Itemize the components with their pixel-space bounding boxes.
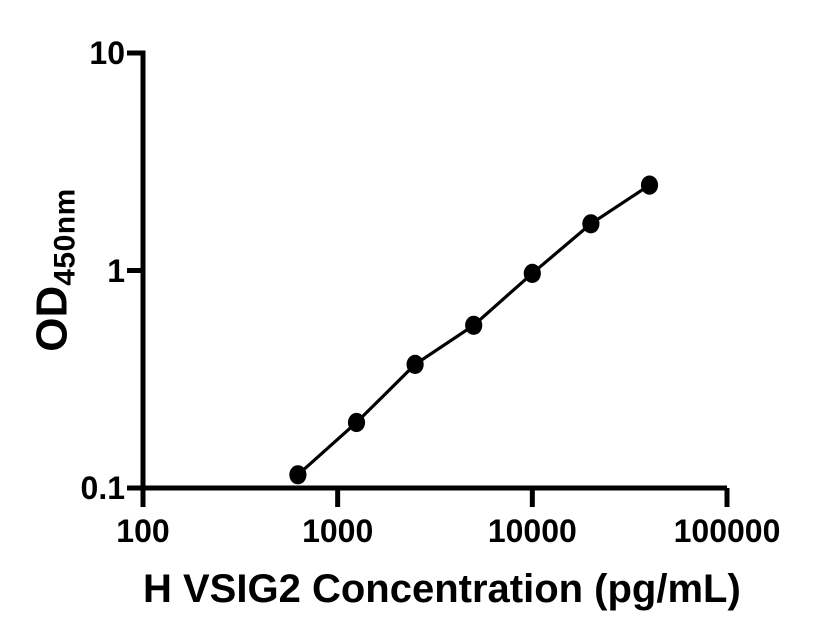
data-point-marker	[406, 354, 424, 374]
y-axis-title-subscript: 450nm	[48, 188, 82, 286]
x-axis-title: H VSIG2 Concentration (pg/mL)	[143, 567, 741, 611]
data-point-marker	[640, 175, 659, 195]
y-tick-label: 1	[107, 252, 125, 289]
y-axis-line	[127, 50, 146, 507]
x-tick-label: 10000	[487, 513, 577, 549]
y-tick-label: 10	[89, 35, 125, 71]
y-tick-label: 0.1	[80, 470, 125, 506]
data-point-marker	[465, 315, 483, 335]
data-point-marker	[289, 465, 307, 485]
x-tick-label: 1000	[302, 513, 374, 549]
x-tick-label: 100000	[673, 513, 781, 549]
data-point-marker	[523, 263, 541, 283]
y-axis-title: OD450nm	[28, 188, 83, 352]
data-point-marker	[347, 412, 366, 433]
data-point-marker	[582, 214, 600, 234]
y-axis-title-main: OD	[27, 285, 77, 352]
x-tick-label: 100	[116, 513, 170, 549]
